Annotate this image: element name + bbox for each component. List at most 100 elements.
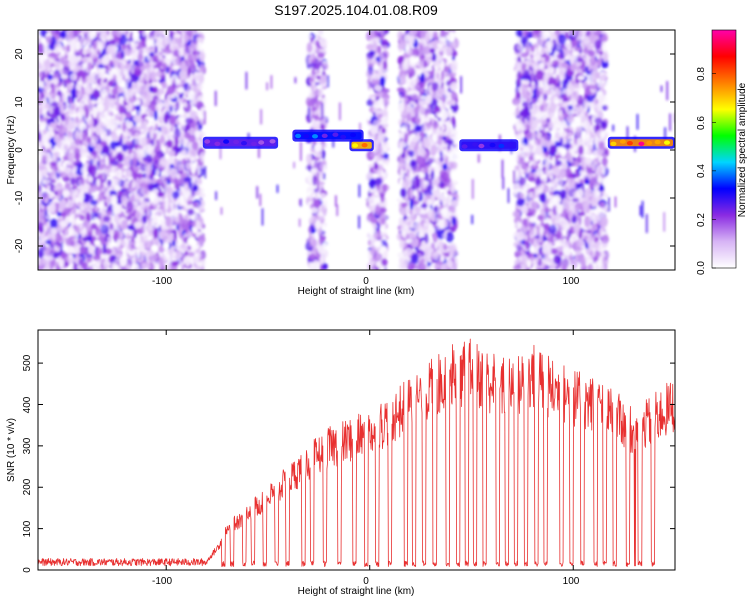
spectrogram-cell [165, 198, 169, 210]
spectrogram-cell [74, 232, 79, 240]
spectrogram-cell [42, 179, 50, 185]
spectrogram-cell [317, 52, 325, 59]
spectrogram-cell [171, 260, 180, 267]
spectrogram-cell [173, 232, 178, 242]
spectrogram-cell [192, 184, 199, 192]
spectrogram-cell [68, 153, 75, 163]
spectrogram-cell [153, 132, 157, 140]
spectrogram-cell [179, 69, 187, 81]
spectrogram-cell [133, 171, 137, 181]
spectrogram-cell [125, 169, 132, 178]
spectrogram-cell [53, 133, 60, 144]
spectrogram-cell [148, 223, 153, 231]
spectrogram-cell [137, 54, 144, 61]
spectrogram-cell [147, 143, 154, 152]
spectrogram-cell [161, 40, 169, 47]
spectrogram-cell [92, 107, 97, 118]
spectrogram-cell [68, 239, 75, 247]
spectrogram-cell [88, 244, 94, 255]
spectrogram-cell [68, 228, 74, 236]
spectrogram-cell [133, 194, 141, 200]
spectrogram-cell [63, 135, 68, 144]
spectrogram-cell [61, 259, 65, 267]
spectrogram-cell [92, 89, 101, 99]
spectrogram-cell [172, 79, 176, 90]
spectrogram-cell [46, 35, 52, 45]
spectrogram-cell [313, 62, 321, 71]
spectrogram-cell [44, 209, 48, 217]
spectrogram-cell [55, 246, 61, 252]
spectrogram-cell [94, 206, 99, 211]
spectrogram-cell [109, 70, 114, 81]
spectrogram-cell [57, 188, 62, 200]
spectrogram-cell [181, 201, 188, 207]
spectrogram-cell [44, 197, 49, 204]
spectrogram-cell [107, 44, 116, 54]
spectrogram-cell [135, 210, 141, 219]
spectrogram-cell [82, 227, 87, 236]
spectrogram-cell [184, 132, 191, 140]
spectrogram-cell [307, 185, 314, 194]
spectrogram-cell [179, 213, 184, 225]
spectrogram-cell [312, 175, 318, 186]
spectrogram-cell [316, 75, 321, 80]
spectrogram-cell [44, 230, 49, 237]
spectrogram-cell [65, 238, 69, 246]
spectrogram-cell [199, 151, 206, 163]
spectrogram-cell [117, 190, 123, 196]
spectrogram-cell [89, 166, 97, 178]
spectrogram-cell [104, 110, 108, 117]
spectrogram-cell [319, 86, 324, 93]
spectrogram-cell [174, 136, 179, 148]
spectrogram-cell [60, 113, 66, 121]
spectrogram-cell [160, 160, 167, 166]
spectrogram-cell [136, 172, 144, 179]
spectrogram-cell [79, 122, 87, 131]
spectrogram-cell [310, 36, 314, 44]
spectrogram-cell [51, 82, 55, 94]
spectrogram-cell [319, 192, 327, 202]
spectrogram-cell [317, 30, 324, 34]
spectrogram-cell [130, 243, 135, 250]
spectrogram-cell [118, 104, 123, 115]
spectrogram-cell [155, 70, 164, 78]
spectrogram-cell [319, 162, 324, 170]
spectrogram-cell [126, 74, 131, 83]
spectrogram-cell [101, 55, 109, 67]
spectrogram-cell [178, 247, 184, 258]
spectrogram-cell [150, 103, 156, 112]
spectrogram-cell [131, 82, 139, 89]
spectrogram-cell [198, 72, 205, 84]
spectrogram-cell [59, 199, 66, 211]
spectrogram-cell [111, 133, 118, 142]
spectrogram-cell [78, 191, 85, 202]
spectrogram-cell [38, 71, 43, 79]
spectrogram-cell [120, 49, 125, 59]
spectrogram-cell [312, 259, 320, 270]
spectrogram-cell [111, 246, 116, 258]
spectrogram-cell [69, 145, 77, 151]
spectrogram-cell [177, 116, 185, 122]
spectrogram-cell [167, 157, 175, 165]
spectrogram-cell [165, 215, 172, 227]
spectrogram-cell [113, 233, 118, 239]
spectrogram-cell [119, 137, 123, 147]
spectrogram-cell [170, 167, 177, 179]
spectrogram-cell [49, 218, 58, 229]
spectrogram-cell [194, 91, 198, 102]
spectrogram-cell [153, 110, 158, 121]
spectrogram-cell [170, 202, 178, 211]
spectrogram-cell [106, 205, 112, 216]
spectrogram-cell [55, 30, 60, 35]
spectrogram-cell [94, 185, 101, 192]
spectrogram-cell [178, 48, 182, 57]
spectrogram-cell [135, 182, 140, 190]
spectrogram-cell [64, 217, 70, 226]
spectrogram-cell [121, 143, 128, 152]
spectrogram-cell [86, 152, 91, 160]
spectrogram-cell [64, 167, 72, 174]
spectrogram-cell [70, 177, 77, 186]
spectrogram-cell [124, 182, 128, 187]
spectrogram-cell [70, 53, 77, 65]
spectrogram-cell [38, 125, 46, 131]
